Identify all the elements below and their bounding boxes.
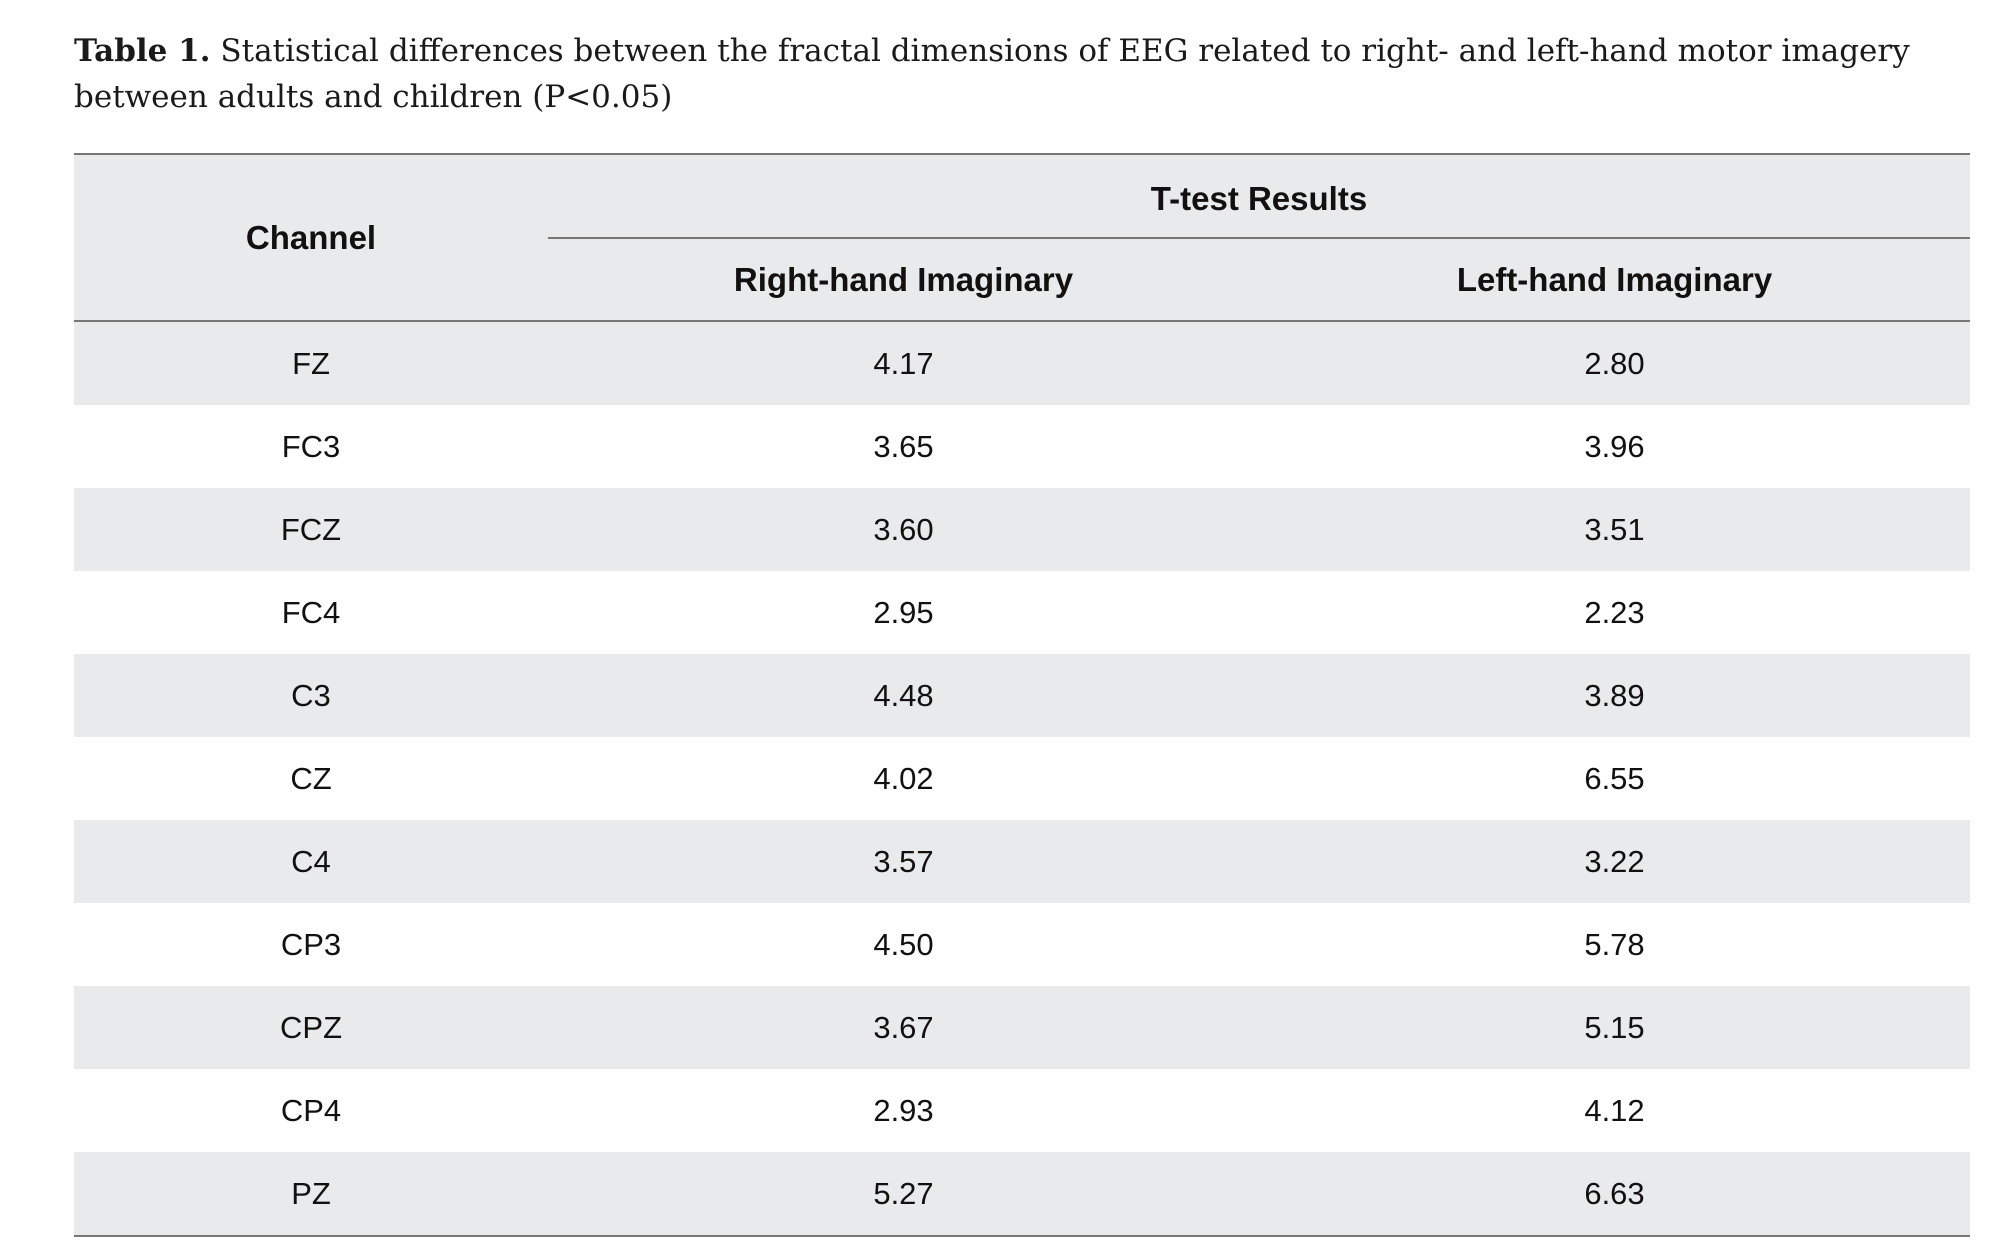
cell-left-hand: 6.63	[1584, 1176, 1645, 1211]
cell-channel: CPZ	[280, 1010, 342, 1045]
cell-left-hand: 3.89	[1584, 678, 1645, 713]
cell-left-hand: 6.55	[1584, 761, 1645, 796]
cell-right-hand: 2.95	[873, 595, 934, 630]
cell-channel: PZ	[291, 1176, 331, 1211]
cell-right-hand: 4.02	[873, 761, 934, 796]
cell-channel: CP4	[280, 1093, 342, 1128]
cell-channel: FC4	[281, 595, 341, 630]
table-header: Channel T-test Results Right-hand Imagin…	[74, 155, 1970, 322]
table-row: FZ 4.17 2.80	[74, 322, 1970, 405]
cell-right-hand: 4.50	[873, 927, 934, 962]
cell-right-hand: 5.27	[873, 1176, 934, 1211]
table-row: C3 4.48 3.89	[74, 654, 1970, 737]
header-divider	[548, 237, 1970, 239]
cell-channel: CP3	[280, 927, 342, 962]
header-right-hand: Right-hand Imaginary	[733, 261, 1074, 298]
cell-left-hand: 3.22	[1584, 844, 1645, 879]
cell-right-hand: 3.60	[873, 512, 934, 547]
table-body: FZ 4.17 2.80 FC3 3.65 3.96 FCZ 3.60 3.51…	[74, 322, 1970, 1235]
table-row: FC4 2.95 2.23	[74, 571, 1970, 654]
cell-left-hand: 3.51	[1584, 512, 1645, 547]
cell-left-hand: 4.12	[1584, 1093, 1645, 1128]
table-row: FC3 3.65 3.96	[74, 405, 1970, 488]
table-row: CP3 4.50 5.78	[74, 903, 1970, 986]
cell-left-hand: 5.78	[1584, 927, 1645, 962]
cell-channel: C4	[291, 844, 331, 879]
cell-left-hand: 3.96	[1584, 429, 1645, 464]
table-caption: Table 1. Statistical differences between…	[74, 28, 1974, 120]
caption-text: Statistical differences between the frac…	[74, 33, 1910, 115]
cell-left-hand: 5.15	[1584, 1010, 1645, 1045]
cell-channel: FC3	[281, 429, 341, 464]
cell-right-hand: 2.93	[873, 1093, 934, 1128]
cell-right-hand: 3.57	[873, 844, 934, 879]
header-channel: Channel	[245, 219, 377, 256]
caption-label: Table 1.	[74, 33, 211, 69]
cell-right-hand: 4.48	[873, 678, 934, 713]
cell-left-hand: 2.80	[1584, 346, 1645, 381]
cell-channel: CZ	[290, 761, 332, 796]
cell-right-hand: 3.67	[873, 1010, 934, 1045]
cell-right-hand: 4.17	[873, 346, 934, 381]
table-row: CPZ 3.67 5.15	[74, 986, 1970, 1069]
header-left-hand: Left-hand Imaginary	[1456, 261, 1773, 298]
table-row: C4 3.57 3.22	[74, 820, 1970, 903]
cell-right-hand: 3.65	[873, 429, 934, 464]
cell-channel: C3	[291, 678, 331, 713]
header-ttest-results: T-test Results	[1150, 180, 1368, 217]
table-row: CP4 2.93 4.12	[74, 1069, 1970, 1152]
cell-channel: FCZ	[280, 512, 342, 547]
table-row: PZ 5.27 6.63	[74, 1152, 1970, 1235]
results-table: Channel T-test Results Right-hand Imagin…	[74, 153, 1970, 1237]
cell-channel: FZ	[292, 346, 330, 381]
cell-left-hand: 2.23	[1584, 595, 1645, 630]
table-row: FCZ 3.60 3.51	[74, 488, 1970, 571]
table-row: CZ 4.02 6.55	[74, 737, 1970, 820]
